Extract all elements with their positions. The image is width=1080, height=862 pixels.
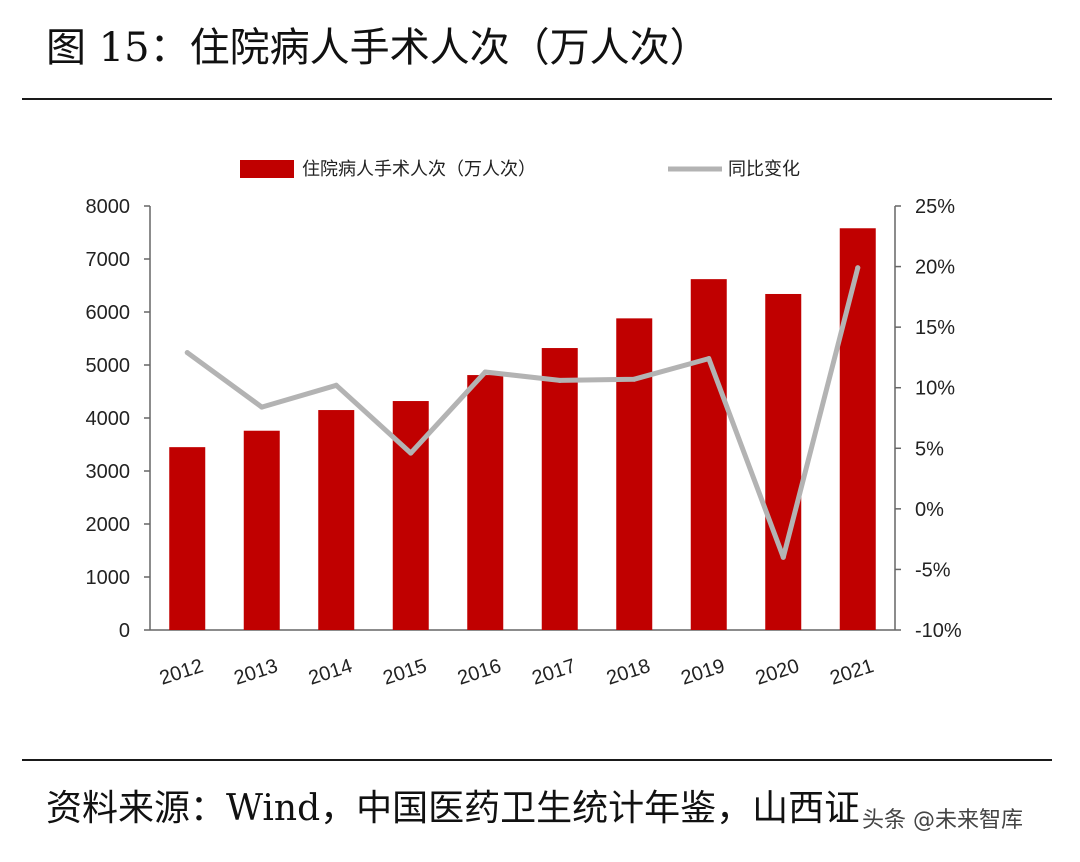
- y-right-tick-label: -10%: [915, 620, 962, 642]
- x-tick-label: 2018: [604, 655, 653, 690]
- bar-2021: [839, 228, 876, 630]
- bar-2020: [765, 293, 802, 630]
- y-right-tick-label: 5%: [915, 438, 944, 460]
- y-left-tick-label: 1000: [86, 567, 131, 589]
- yoy-point-2016: [482, 369, 488, 375]
- yoy-point-2013: [259, 404, 265, 410]
- yoy-point-2018: [631, 376, 637, 382]
- y-left-tick-label: 2000: [86, 514, 131, 536]
- x-tick-label: 2013: [231, 655, 280, 690]
- x-tick-label: 2012: [157, 655, 206, 690]
- x-tick-label: 2021: [827, 655, 876, 690]
- bar-2017: [541, 348, 578, 630]
- combo-chart: 住院病人手术人次（万人次） 同比变化 0 1000 2000 3000 4000 5000 60…: [86, 159, 962, 690]
- y-left-tick-label: 6000: [86, 302, 131, 324]
- watermark: 头条 @未来智库: [858, 806, 1029, 836]
- bar-2013: [243, 430, 280, 630]
- yoy-point-2019: [706, 356, 712, 362]
- title-divider: [22, 98, 1052, 100]
- x-tick-label: 2019: [678, 655, 727, 690]
- y-left-tick-label: 7000: [86, 249, 131, 271]
- x-tick-label: 2020: [753, 655, 802, 690]
- yoy-line: [184, 265, 861, 560]
- x-tick-label: 2015: [380, 655, 429, 690]
- bar-2018: [616, 318, 653, 630]
- yoy-point-2017: [557, 377, 563, 383]
- y-left-tick-label: 3000: [86, 461, 131, 483]
- legend-swatch-bars: [240, 160, 294, 178]
- x-tick-label: 2017: [529, 655, 578, 690]
- y-left-tick-label: 8000: [86, 196, 131, 218]
- yoy-point-2015: [408, 450, 414, 456]
- y-right-tick-label: 10%: [915, 378, 955, 400]
- x-tick-label: 2016: [455, 655, 504, 690]
- y-right-tick-label: 25%: [915, 196, 955, 218]
- bar-2012: [169, 447, 206, 630]
- yoy-point-2020: [780, 554, 786, 560]
- bar-2014: [318, 410, 355, 630]
- y-right-tick-label: 15%: [915, 317, 955, 339]
- yoy-point-2021: [855, 265, 861, 271]
- figure-title: 图 15：住院病人手术人次（万人次）: [46, 25, 710, 71]
- y-left-tick-label: 4000: [86, 408, 131, 430]
- y-left-tick-label: 5000: [86, 355, 131, 377]
- y-right-tick-label: -5%: [915, 559, 951, 581]
- y-right-tick-label: 20%: [915, 257, 955, 279]
- x-tick-label: 2014: [306, 655, 355, 690]
- source-note: 资料来源：Wind，中国医药卫生统计年鉴，山西证: [46, 788, 861, 829]
- source-divider: [22, 759, 1052, 761]
- yoy-point-2012: [184, 350, 190, 356]
- bar-2019: [690, 279, 727, 630]
- watermark-text: 头条 @未来智库: [862, 808, 1023, 833]
- y-right-tick-label: 0%: [915, 499, 944, 521]
- legend-label-line: 同比变化: [728, 159, 800, 179]
- bar-2015: [392, 401, 429, 630]
- legend-label-bars: 住院病人手术人次（万人次）: [302, 159, 536, 179]
- bar-2016: [467, 375, 504, 630]
- y-left-tick-label: 0: [119, 620, 130, 642]
- yoy-point-2014: [333, 382, 339, 388]
